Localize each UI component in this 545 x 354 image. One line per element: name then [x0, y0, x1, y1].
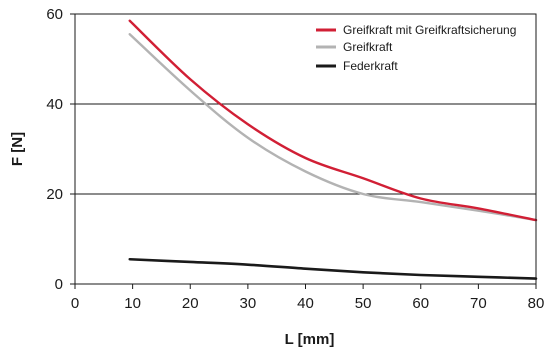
- y-tick-label: 20: [46, 186, 63, 203]
- x-tick-label: 20: [182, 295, 199, 312]
- y-tick-label: 40: [46, 96, 63, 113]
- x-tick-label: 80: [528, 295, 545, 312]
- x-tick-label: 10: [124, 295, 141, 312]
- legend-label: Greifkraft: [343, 40, 393, 54]
- x-axis-title: L [mm]: [285, 331, 335, 348]
- x-axis-ticks: 0 10 20 30 40 50 60 70 80: [71, 284, 545, 312]
- plot-frame: [74, 13, 537, 285]
- series-line-greifkraft: [128, 33, 538, 222]
- x-tick-label: 40: [297, 295, 314, 312]
- series-lines: [128, 19, 538, 280]
- legend-item-greifkraft: Greifkraft: [316, 40, 393, 54]
- y-axis-title: F [N]: [9, 132, 26, 166]
- legend-item-greifkraft-mit-greifkraftsicherung: Greifkraft mit Greifkraftsicherung: [316, 23, 516, 37]
- x-tick-label: 0: [71, 295, 79, 312]
- grid-lines: [75, 103, 536, 195]
- x-tick-label: 30: [240, 295, 257, 312]
- x-tick-label: 50: [355, 295, 372, 312]
- legend: Greifkraft mit Greifkraftsicherung Greif…: [316, 23, 516, 73]
- legend-label: Greifkraft mit Greifkraftsicherung: [343, 23, 516, 37]
- y-axis-ticks: 0 20 40 60: [46, 6, 75, 293]
- legend-label: Federkraft: [343, 59, 398, 73]
- series-line-federkraft: [128, 257, 538, 280]
- y-tick-label: 0: [55, 276, 63, 293]
- series-line-greifkraft-mit-greifkraftsicherung: [128, 19, 538, 222]
- y-tick-label: 60: [46, 6, 63, 23]
- legend-item-federkraft: Federkraft: [316, 59, 398, 73]
- x-tick-label: 60: [412, 295, 429, 312]
- x-tick-label: 70: [470, 295, 487, 312]
